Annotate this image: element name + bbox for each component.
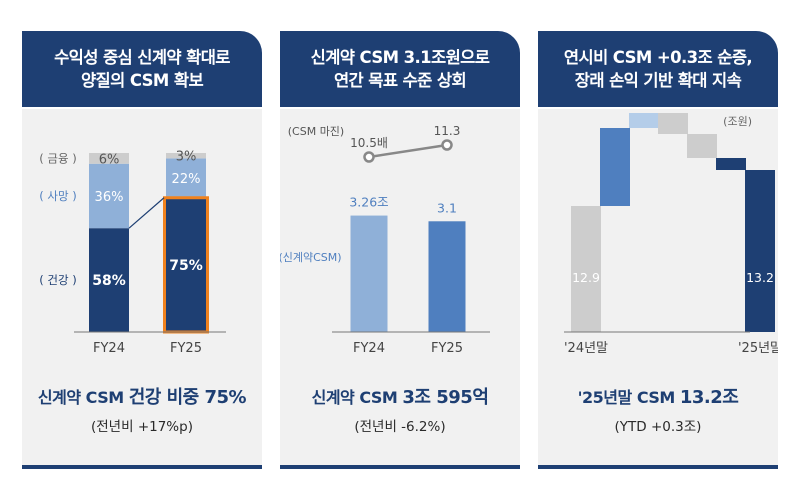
header-line-1: 수익성 중심 신계약 확대로	[54, 48, 230, 67]
legend-label: (신계약CSM)	[280, 250, 342, 264]
summary-sub: (YTD +0.3조)	[614, 419, 702, 435]
waterfall-step-bar	[629, 113, 659, 128]
panel-new-business-csm: 신계약 CSM 3.1조원으로 연간 목표 수준 상회 3.26조 FY24 3.1…	[280, 31, 520, 469]
x-tick-label: FY24	[93, 341, 125, 356]
bar-value-label: 3%	[176, 150, 197, 165]
bar-segment-FY25-2	[166, 153, 206, 159]
waterfall-end-bar	[745, 170, 775, 332]
bar-FY24	[350, 215, 388, 332]
waterfall-step-bar	[658, 113, 688, 134]
stacked-bar-chart: 58% 36% 6% FY24 75% 22% 3% FY25 ( 건강 ) ( 사망 ) ( 금융…	[39, 150, 226, 356]
panel-health-share: 수익성 중심 신계약 확대로 양질의 CSM 확보 58% 36% 6% FY24 75…	[22, 31, 262, 469]
bar-segment-FY24-2	[89, 153, 129, 164]
waterfall-step-bar	[687, 134, 717, 158]
summary-main: '25년말 CSM 13.2조	[538, 383, 778, 409]
x-tick-label: '24년말	[564, 341, 608, 356]
panel-bottom-rule	[280, 465, 520, 469]
bar-value-label: 12.9	[572, 270, 600, 285]
bar-value-label: 3.26조	[349, 195, 388, 210]
panel-background	[280, 109, 520, 469]
bar-value-label: 36%	[95, 190, 124, 205]
margin-value-label: 11.3	[434, 124, 461, 138]
connector-line	[128, 197, 165, 229]
bar-FY25	[428, 221, 466, 332]
summary-prefix: '25년말 CSM	[577, 388, 680, 407]
waterfall-step-bar	[600, 128, 630, 206]
waterfall-step-bar	[716, 158, 746, 170]
bar-value-label: 75%	[169, 258, 203, 274]
x-tick-label: FY25	[431, 341, 463, 356]
x-tick-label: FY24	[353, 341, 385, 356]
margin-point	[363, 151, 375, 163]
bar-segment-FY24-1	[89, 163, 129, 229]
summary-sub: (전년비 -6.2%)	[354, 419, 446, 435]
bar-segment-FY25-0	[166, 197, 206, 332]
bar-value-label: 3.1	[437, 200, 457, 215]
legend-label: (CSM 마진)	[288, 125, 344, 138]
x-tick-label: FY25	[170, 341, 202, 356]
panel-bottom-rule	[538, 465, 778, 469]
panel-csm-waterfall: 연시비 CSM +0.3조 순증, 장래 손익 기반 확대 지속 12.9 13.…	[538, 31, 778, 469]
summary-prefix: 신계약 CSM	[311, 388, 403, 407]
margin-value-label: 10.5배	[350, 136, 388, 150]
header-line-1: 연시비 CSM +0.3조 순증,	[563, 48, 753, 67]
summary-emphasis: 건강 비중 75%	[128, 387, 247, 408]
bar-value-label: 22%	[172, 172, 201, 187]
summary-main: 신계약 CSM 3조 595억	[280, 383, 520, 409]
panel-background	[22, 109, 262, 469]
panel-header: 신계약 CSM 3.1조원으로 연간 목표 수준 상회	[280, 31, 520, 107]
header-line-1: 신계약 CSM 3.1조원으로	[310, 48, 490, 67]
summary-emphasis: 13.2조	[679, 387, 739, 408]
panel-header: 연시비 CSM +0.3조 순증, 장래 손익 기반 확대 지속	[538, 31, 778, 107]
summary-sub: (전년비 +17%p)	[91, 419, 193, 435]
waterfall-chart: 12.9 13.2 '24년말 '25년말 (조원)	[564, 113, 778, 356]
bar-line-chart: 3.26조 FY24 3.1 FY25 (신계약CSM) 10.5배 11.3 (CSM 마진…	[280, 124, 490, 356]
header-line-2: 장래 손익 기반 확대 지속	[574, 71, 742, 90]
legend-label: ( 건강 )	[39, 273, 76, 287]
margin-point	[441, 139, 453, 151]
bar-segment-FY24-0	[89, 228, 129, 332]
x-tick-label: '25년말	[738, 341, 778, 356]
bar-value-label: 13.2	[746, 270, 774, 285]
legend-label: ( 사망 )	[39, 189, 76, 203]
panel-bottom-rule	[22, 465, 262, 469]
header-line-2: 양질의 CSM 확보	[80, 71, 204, 90]
legend-label: ( 금융 )	[39, 151, 76, 165]
bar-value-label: 6%	[99, 152, 120, 167]
unit-label: (조원)	[723, 115, 752, 128]
waterfall-start-bar	[571, 206, 601, 332]
summary-prefix: 신계약 CSM	[37, 388, 129, 407]
summary-emphasis: 3조 595억	[402, 387, 489, 408]
bar-value-label: 58%	[92, 273, 126, 289]
header-line-2: 연간 목표 수준 상회	[333, 71, 467, 90]
margin-line	[368, 143, 448, 159]
bar-segment-FY25-1	[166, 158, 206, 198]
summary-main: 신계약 CSM 건강 비중 75%	[22, 383, 262, 409]
panel-header: 수익성 중심 신계약 확대로 양질의 CSM 확보	[22, 31, 262, 107]
